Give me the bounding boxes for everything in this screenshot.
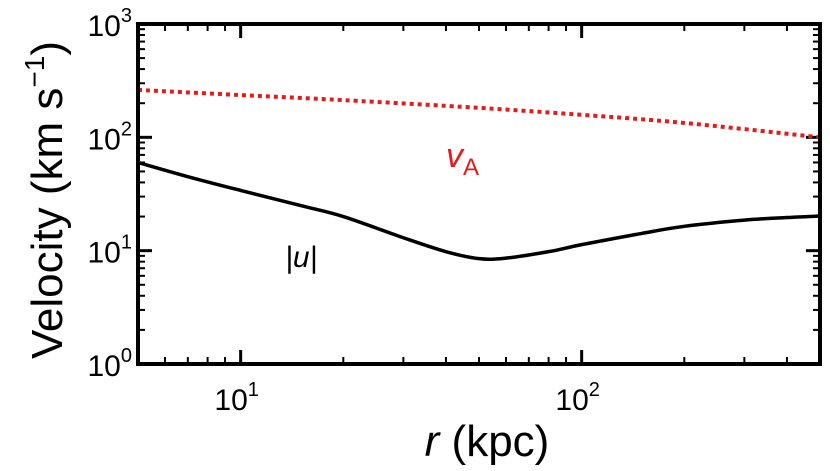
series-label-u: |u| <box>285 241 317 274</box>
series-line-vA <box>137 87 821 140</box>
plot-frame <box>136 22 822 366</box>
series-label-va-main: v <box>446 137 465 175</box>
y-tick-label: 100 <box>88 345 133 383</box>
y-tick-label: 102 <box>88 118 133 156</box>
x-tick-label: 101 <box>214 379 259 417</box>
y-tick-label: 103 <box>88 5 133 43</box>
y-axis-label-text: Velocity (km s <box>23 88 72 359</box>
x-axis-label-unit: (kpc) <box>439 417 549 466</box>
y-axis-label: Velocity (km s−1) <box>19 41 72 359</box>
x-axis-label-symbol: r <box>425 417 442 466</box>
y-tick-label: 101 <box>88 232 133 270</box>
series-layer <box>137 87 821 262</box>
y-axis-label-exponent: −1 <box>19 56 50 88</box>
series-line-u <box>137 160 821 262</box>
x-axis-label: r (kpc) <box>425 417 550 466</box>
tick-labels: 101 102 100 101 102 103 <box>88 5 600 417</box>
series-label-va-sub: A <box>463 154 479 181</box>
y-axis-label-close: ) <box>23 41 72 56</box>
series-label-va: vA <box>446 137 479 181</box>
x-tick-label: 102 <box>555 379 600 417</box>
